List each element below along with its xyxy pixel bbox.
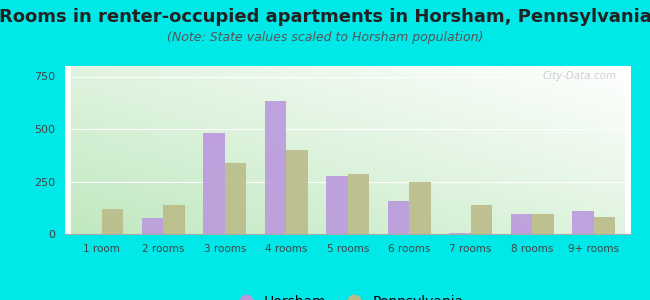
Text: City-Data.com: City-Data.com	[542, 71, 616, 81]
Bar	[225, 163, 246, 234]
Bar	[203, 133, 225, 234]
Text: (Note: State values scaled to Horsham population): (Note: State values scaled to Horsham po…	[167, 32, 483, 44]
Bar	[102, 209, 124, 234]
Bar	[449, 233, 471, 234]
Bar	[471, 205, 492, 234]
Bar	[410, 182, 431, 234]
Bar	[387, 202, 410, 234]
Text: Rooms in renter-occupied apartments in Horsham, Pennsylvania: Rooms in renter-occupied apartments in H…	[0, 8, 650, 26]
Bar	[142, 218, 163, 234]
Bar	[286, 150, 308, 234]
Bar	[532, 214, 554, 234]
Bar	[326, 176, 348, 234]
Bar	[511, 214, 532, 234]
Bar	[163, 205, 185, 234]
Legend: Horsham, Pennsylvania: Horsham, Pennsylvania	[226, 289, 469, 300]
Bar	[572, 211, 593, 234]
Bar	[265, 101, 286, 234]
Bar	[593, 217, 615, 234]
Bar	[348, 174, 369, 234]
